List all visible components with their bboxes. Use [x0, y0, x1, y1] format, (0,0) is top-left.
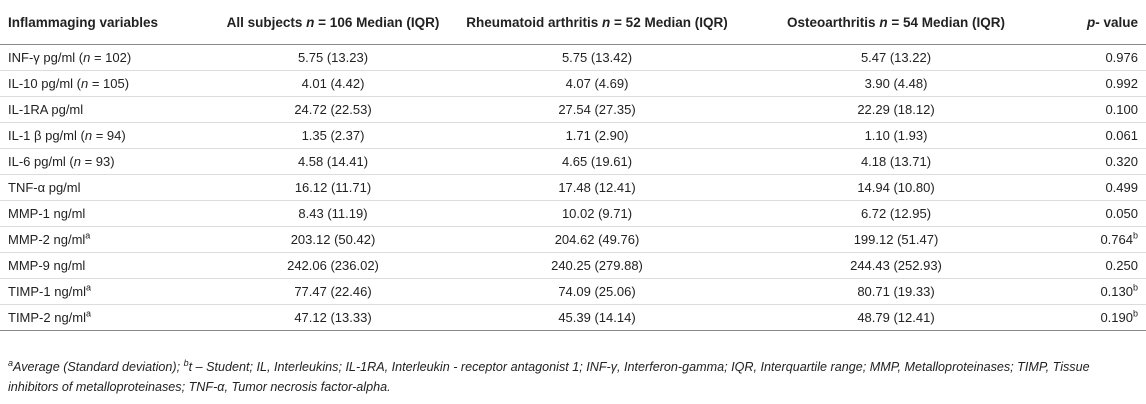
- footnote-marker-a: a: [8, 357, 14, 368]
- cell-rheumatoid-arthritis: 1.71 (2.90): [458, 122, 736, 149]
- table-row: MMP-1 ng/ml 8.43 (11.19) 10.02 (9.71) 6.72 …: [0, 200, 1146, 227]
- cell-all-subjects: 4.58 (14.41): [208, 148, 458, 175]
- table-row: IL-1RA pg/ml 24.72 (22.53) 27.54 (27.35) 22…: [0, 96, 1146, 123]
- cell-variable: TNF-α pg/ml: [0, 174, 208, 201]
- cell-p-value: 0.061: [1056, 122, 1146, 149]
- cell-rheumatoid-arthritis: 74.09 (25.06): [458, 278, 736, 305]
- table-body: INF-γ pg/ml (n = 102) 5.75 (13.23) 5.75 (1…: [0, 44, 1146, 331]
- cell-p-value: 0.100: [1056, 96, 1146, 123]
- cell-variable: IL-1RA pg/ml: [0, 96, 208, 123]
- cell-p-value: 0.130b: [1056, 278, 1146, 305]
- cell-all-subjects: 24.72 (22.53): [208, 96, 458, 123]
- cell-all-subjects: 8.43 (11.19): [208, 200, 458, 227]
- cell-variable: IL-1 β pg/ml (n = 94): [0, 122, 208, 149]
- table-row: INF-γ pg/ml (n = 102) 5.75 (13.23) 5.75 (1…: [0, 44, 1146, 71]
- inflammaging-table: Inflammaging variables All subjects n = …: [0, 0, 1146, 331]
- footnote-text-a: Average (Standard deviation);: [13, 360, 184, 374]
- cell-variable: TIMP-1 ng/mla: [0, 278, 208, 305]
- header-all-subjects: All subjects n = 106 Median (IQR): [208, 0, 458, 45]
- table-footnote: aAverage (Standard deviation); bt – Stud…: [8, 357, 1138, 397]
- cell-variable: IL-10 pg/ml (n = 105): [0, 70, 208, 97]
- table-row: TIMP-2 ng/mla 47.12 (13.33) 45.39 (14.14) 4…: [0, 304, 1146, 331]
- cell-rheumatoid-arthritis: 17.48 (12.41): [458, 174, 736, 201]
- table-row: MMP-9 ng/ml 242.06 (236.02) 240.25 (279.88…: [0, 252, 1146, 279]
- cell-all-subjects: 77.47 (22.46): [208, 278, 458, 305]
- cell-variable: TIMP-2 ng/mla: [0, 304, 208, 331]
- cell-osteoarthritis: 199.12 (51.47): [736, 226, 1056, 253]
- cell-p-value: 0.992: [1056, 70, 1146, 97]
- cell-all-subjects: 16.12 (11.71): [208, 174, 458, 201]
- cell-all-subjects: 242.06 (236.02): [208, 252, 458, 279]
- cell-p-value: 0.250: [1056, 252, 1146, 279]
- cell-p-value: 0.050: [1056, 200, 1146, 227]
- cell-osteoarthritis: 6.72 (12.95): [736, 200, 1056, 227]
- header-p-value: p- value: [1056, 0, 1146, 45]
- cell-all-subjects: 203.12 (50.42): [208, 226, 458, 253]
- header-variables: Inflammaging variables: [0, 0, 208, 45]
- cell-osteoarthritis: 244.43 (252.93): [736, 252, 1056, 279]
- cell-rheumatoid-arthritis: 27.54 (27.35): [458, 96, 736, 123]
- table-row: IL-6 pg/ml (n = 93) 4.58 (14.41) 4.65 (19.…: [0, 148, 1146, 175]
- cell-p-value: 0.190b: [1056, 304, 1146, 331]
- cell-all-subjects: 1.35 (2.37): [208, 122, 458, 149]
- cell-all-subjects: 4.01 (4.42): [208, 70, 458, 97]
- cell-osteoarthritis: 3.90 (4.48): [736, 70, 1056, 97]
- cell-p-value: 0.320: [1056, 148, 1146, 175]
- cell-variable: MMP-1 ng/ml: [0, 200, 208, 227]
- table-row: TNF-α pg/ml 16.12 (11.71) 17.48 (12.41) 14.…: [0, 174, 1146, 201]
- cell-variable: MMP-2 ng/mla: [0, 226, 208, 253]
- cell-variable: INF-γ pg/ml (n = 102): [0, 44, 208, 71]
- cell-rheumatoid-arthritis: 5.75 (13.42): [458, 44, 736, 71]
- cell-osteoarthritis: 48.79 (12.41): [736, 304, 1056, 331]
- cell-rheumatoid-arthritis: 4.07 (4.69): [458, 70, 736, 97]
- footnote-text-b: t – Student; IL, Interleukins; IL-1RA, I…: [8, 360, 1090, 394]
- table-row: IL-10 pg/ml (n = 105) 4.01 (4.42) 4.07 (4.…: [0, 70, 1146, 97]
- cell-osteoarthritis: 4.18 (13.71): [736, 148, 1056, 175]
- footnote-marker-b: b: [183, 357, 189, 368]
- cell-osteoarthritis: 80.71 (19.33): [736, 278, 1056, 305]
- cell-all-subjects: 47.12 (13.33): [208, 304, 458, 331]
- cell-osteoarthritis: 14.94 (10.80): [736, 174, 1056, 201]
- cell-osteoarthritis: 5.47 (13.22): [736, 44, 1056, 71]
- cell-all-subjects: 5.75 (13.23): [208, 44, 458, 71]
- table-row: TIMP-1 ng/mla 77.47 (22.46) 74.09 (25.06) 8…: [0, 278, 1146, 305]
- cell-rheumatoid-arthritis: 240.25 (279.88): [458, 252, 736, 279]
- header-rheumatoid-arthritis: Rheumatoid arthritis n = 52 Median (IQR): [458, 0, 736, 45]
- cell-p-value: 0.976: [1056, 44, 1146, 71]
- cell-osteoarthritis: 22.29 (18.12): [736, 96, 1056, 123]
- cell-variable: IL-6 pg/ml (n = 93): [0, 148, 208, 175]
- cell-rheumatoid-arthritis: 10.02 (9.71): [458, 200, 736, 227]
- header-osteoarthritis: Osteoarthritis n = 54 Median (IQR): [736, 0, 1056, 45]
- cell-rheumatoid-arthritis: 204.62 (49.76): [458, 226, 736, 253]
- table-row: MMP-2 ng/mla 203.12 (50.42) 204.62 (49.76)…: [0, 226, 1146, 253]
- cell-rheumatoid-arthritis: 4.65 (19.61): [458, 148, 736, 175]
- cell-p-value: 0.764b: [1056, 226, 1146, 253]
- table-row: IL-1 β pg/ml (n = 94) 1.35 (2.37) 1.71 (2.…: [0, 122, 1146, 149]
- cell-p-value: 0.499: [1056, 174, 1146, 201]
- header-row: Inflammaging variables All subjects n = …: [0, 0, 1146, 45]
- cell-variable: MMP-9 ng/ml: [0, 252, 208, 279]
- cell-osteoarthritis: 1.10 (1.93): [736, 122, 1056, 149]
- cell-rheumatoid-arthritis: 45.39 (14.14): [458, 304, 736, 331]
